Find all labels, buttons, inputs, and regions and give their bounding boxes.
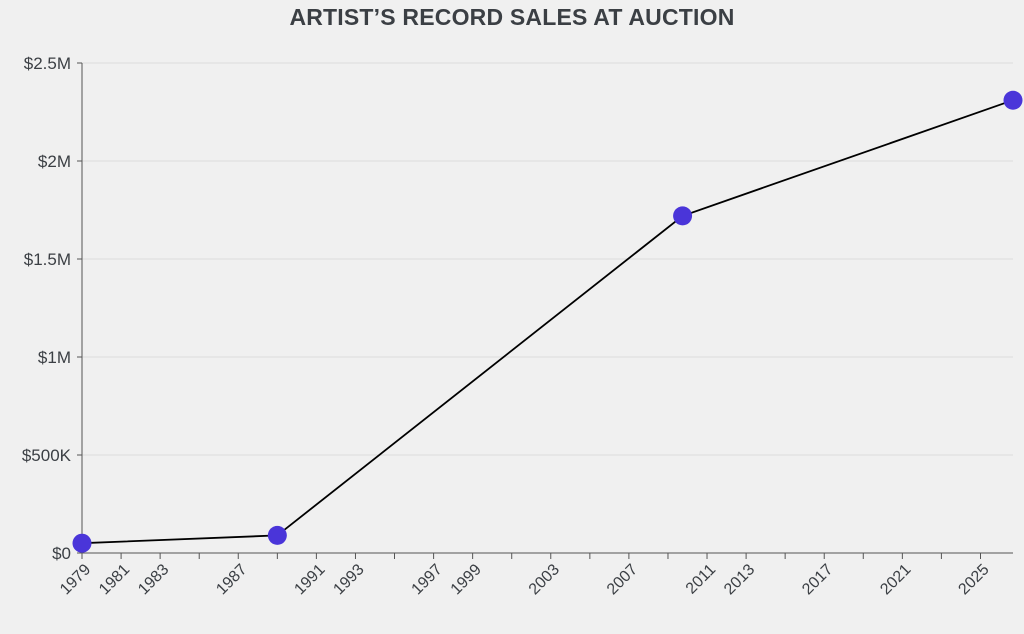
y-tick-label: $2M [38,152,71,171]
x-tick-label: 1983 [135,561,172,598]
y-tick-label: $1M [38,348,71,367]
y-tick-label: $1.5M [24,250,71,269]
x-tick-label: 1999 [448,561,485,598]
data-point[interactable] [673,206,693,226]
x-tick-label: 1981 [96,561,133,598]
series-line [81,99,1014,545]
x-tick-label: 2021 [877,561,914,598]
x-tick-label: 2017 [799,561,836,598]
gridlines [82,62,1013,456]
data-point[interactable] [267,525,287,545]
x-tick-label: 2011 [683,561,719,597]
x-tick-label: 1997 [409,561,446,598]
x-tick-label: 1993 [330,561,367,598]
x-tick-label: 2003 [526,561,563,598]
x-tick-label: 2007 [604,561,641,598]
x-tick-label: 2013 [721,561,758,598]
y-tick-label: $2.5M [24,54,71,73]
data-point[interactable] [1003,90,1023,110]
y-tick-label: $500K [22,446,72,465]
y-tick-label: $0 [52,544,71,563]
data-point[interactable] [72,533,92,553]
chart-title: ARTIST’S RECORD SALES AT AUCTION [289,4,735,30]
x-tick-label: 1987 [213,561,250,598]
x-tick-label: 1979 [57,561,94,598]
axes: $0 $500K $1M $1.5M $2M $2.5M 1979 1981 1983 1987 1… [22,54,1013,598]
series [72,90,1023,553]
x-tick-label: 2025 [955,561,992,598]
x-tick-label: 1991 [291,561,328,598]
